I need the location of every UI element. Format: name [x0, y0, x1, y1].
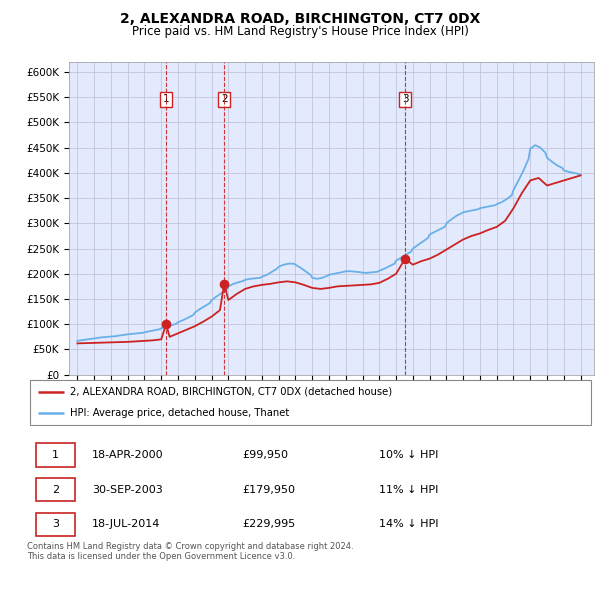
Text: 2: 2	[52, 484, 59, 494]
Text: 1: 1	[52, 450, 59, 460]
Text: 18-APR-2000: 18-APR-2000	[92, 450, 164, 460]
Text: 2: 2	[221, 94, 227, 104]
Text: HPI: Average price, detached house, Thanet: HPI: Average price, detached house, Than…	[70, 408, 289, 418]
Text: 11% ↓ HPI: 11% ↓ HPI	[379, 484, 438, 494]
Text: 18-JUL-2014: 18-JUL-2014	[92, 519, 161, 529]
FancyBboxPatch shape	[35, 513, 75, 536]
FancyBboxPatch shape	[35, 444, 75, 467]
Text: £229,995: £229,995	[242, 519, 296, 529]
Text: 2, ALEXANDRA ROAD, BIRCHINGTON, CT7 0DX: 2, ALEXANDRA ROAD, BIRCHINGTON, CT7 0DX	[120, 12, 480, 26]
Text: 3: 3	[52, 519, 59, 529]
Text: Contains HM Land Registry data © Crown copyright and database right 2024.
This d: Contains HM Land Registry data © Crown c…	[27, 542, 353, 561]
FancyBboxPatch shape	[30, 380, 591, 425]
Text: 2, ALEXANDRA ROAD, BIRCHINGTON, CT7 0DX (detached house): 2, ALEXANDRA ROAD, BIRCHINGTON, CT7 0DX …	[70, 386, 392, 396]
Text: 30-SEP-2003: 30-SEP-2003	[92, 484, 163, 494]
Text: Price paid vs. HM Land Registry's House Price Index (HPI): Price paid vs. HM Land Registry's House …	[131, 25, 469, 38]
Bar	[166, 62, 224, 375]
Text: £99,950: £99,950	[242, 450, 289, 460]
FancyBboxPatch shape	[35, 478, 75, 501]
Text: 1: 1	[163, 94, 169, 104]
Text: 14% ↓ HPI: 14% ↓ HPI	[379, 519, 438, 529]
Bar	[224, 62, 405, 375]
Bar	[69, 62, 166, 375]
Text: £179,950: £179,950	[242, 484, 295, 494]
Text: 10% ↓ HPI: 10% ↓ HPI	[379, 450, 438, 460]
Bar	[405, 62, 594, 375]
Text: 3: 3	[402, 94, 409, 104]
